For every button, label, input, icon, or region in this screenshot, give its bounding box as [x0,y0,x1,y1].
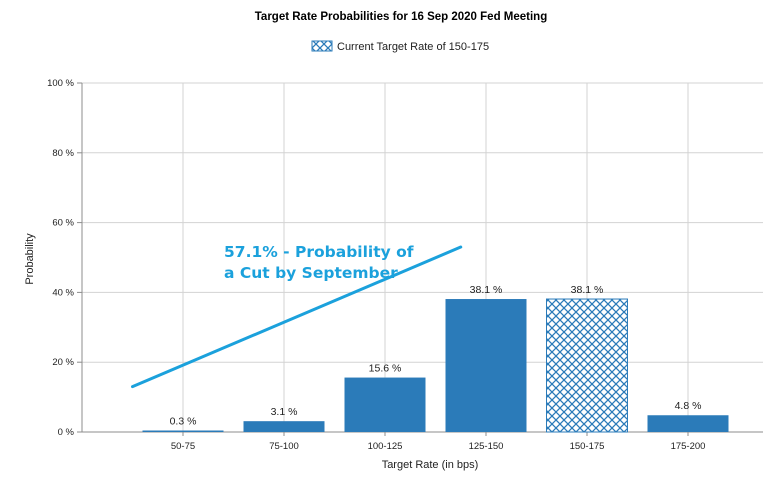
y-tick-label: 80 % [52,148,74,159]
bar-value-label: 3.1 % [271,406,298,418]
legend-swatch [311,40,333,52]
bar-value-label: 38.1 % [470,284,503,296]
bar-highlighted [546,298,628,433]
bar [647,415,729,432]
bar [243,421,325,432]
x-axis-label: Target Rate (in bps) [382,459,479,471]
x-tick-label: 100-125 [368,441,403,452]
y-tick-label: 0 % [58,427,75,438]
y-tick-label: 20 % [52,357,74,368]
x-tick-label: 125-150 [469,441,504,452]
legend-label: Current Target Rate of 150-175 [337,41,489,53]
chart-title: Target Rate Probabilities for 16 Sep 202… [255,11,547,23]
annotation-line-2: a Cut by September [224,264,398,282]
bar [344,377,426,432]
data-labels: 0.3 % 3.1 % 15.6 % 38.1 % 38.1 % 4.8 % [170,284,702,427]
y-tick-label: 40 % [52,287,74,298]
x-tick-label: 75-100 [269,441,299,452]
bar-value-label: 4.8 % [675,400,702,412]
bar-value-label: 38.1 % [571,284,604,296]
bar-value-label: 0.3 % [170,416,197,428]
y-tick-label: 60 % [52,218,74,229]
bar [445,299,527,432]
y-tick-label: 100 % [47,78,74,89]
bar [142,430,224,432]
x-tick-label: 50-75 [171,441,195,452]
annotation-trend-line [131,245,463,389]
y-axis-label: Probability [24,233,36,285]
annotation-line-1: 57.1% - Probability of [224,243,414,261]
x-tick-label: 150-175 [570,441,605,452]
bars [142,298,729,433]
x-tick-label: 175-200 [671,441,706,452]
bar-value-label: 15.6 % [369,363,402,375]
legend: Current Target Rate of 150-175 [311,40,489,53]
